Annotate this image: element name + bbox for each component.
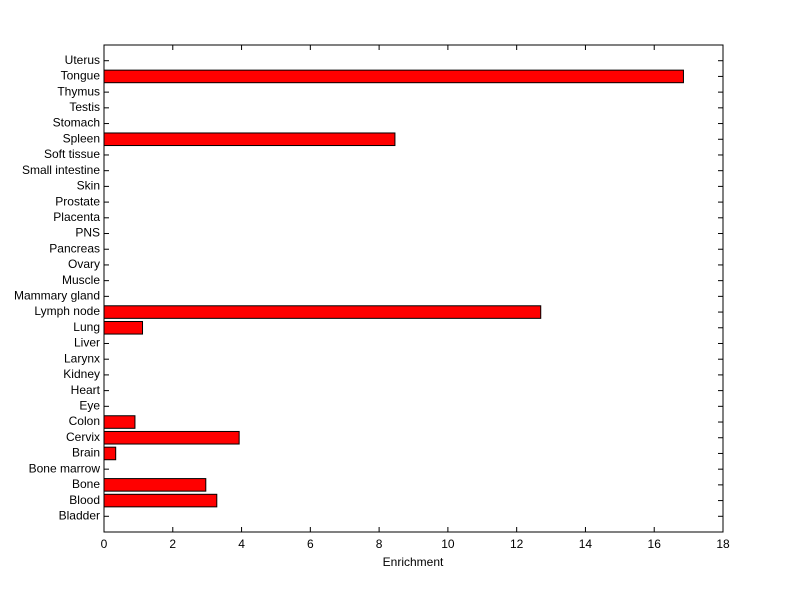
y-tick-label: Tongue [61, 69, 101, 83]
plot-area [103, 44, 724, 533]
bar [103, 493, 218, 508]
y-tick-label: Lung [73, 320, 100, 334]
x-tick-label: 18 [716, 537, 730, 551]
y-tick-label: Thymus [57, 84, 100, 98]
y-tick-label: Eye [79, 398, 100, 412]
bar [103, 415, 136, 429]
x-tick-label: 10 [441, 537, 455, 551]
y-tick-label: PNS [75, 226, 100, 240]
y-tick-label: Stomach [53, 116, 100, 130]
x-tick-label: 6 [307, 537, 314, 551]
y-tick-label: Kidney [63, 367, 100, 381]
x-tick-label: 8 [376, 537, 383, 551]
y-tick-label: Small intestine [22, 163, 100, 177]
y-tick-label: Testis [69, 100, 100, 114]
y-tick-label: Pancreas [49, 241, 100, 255]
y-tick-label: Prostate [55, 194, 100, 208]
y-tick-label: Placenta [53, 210, 100, 224]
x-tick-label: 4 [238, 537, 245, 551]
y-tick-label: Bladder [59, 508, 100, 522]
y-tick-label: Lymph node [34, 304, 100, 318]
y-tick-label: Colon [69, 414, 100, 428]
y-tick-label: Brain [72, 446, 100, 460]
y-tick-label: Soft tissue [44, 147, 100, 161]
y-tick-label: Uterus [65, 53, 100, 67]
y-tick-label: Skin [77, 179, 100, 193]
bar [103, 446, 117, 461]
bar [103, 132, 396, 147]
bar [103, 478, 207, 492]
x-axis-label: Enrichment [383, 555, 444, 569]
x-tick-label: 16 [648, 537, 662, 551]
bar [103, 430, 240, 445]
x-tick-label: 0 [101, 537, 108, 551]
y-tick-label: Spleen [63, 131, 100, 145]
bar [103, 305, 542, 319]
x-tick-label: 14 [579, 537, 593, 551]
y-tick-label: Muscle [62, 273, 100, 287]
y-tick-label: Cervix [66, 430, 100, 444]
y-tick-label: Blood [69, 493, 100, 507]
y-tick-label: Heart [71, 383, 101, 397]
y-tick-label: Bone [72, 477, 100, 491]
y-tick-label: Larynx [64, 351, 100, 365]
y-tick-label: Mammary gland [14, 289, 100, 303]
y-tick-label: Liver [74, 336, 100, 350]
bar [103, 69, 684, 84]
y-tick-label: Bone marrow [29, 461, 101, 475]
x-tick-label: 12 [510, 537, 524, 551]
y-tick-label: Ovary [68, 257, 100, 271]
x-tick-label: 2 [169, 537, 176, 551]
bar [103, 320, 144, 335]
